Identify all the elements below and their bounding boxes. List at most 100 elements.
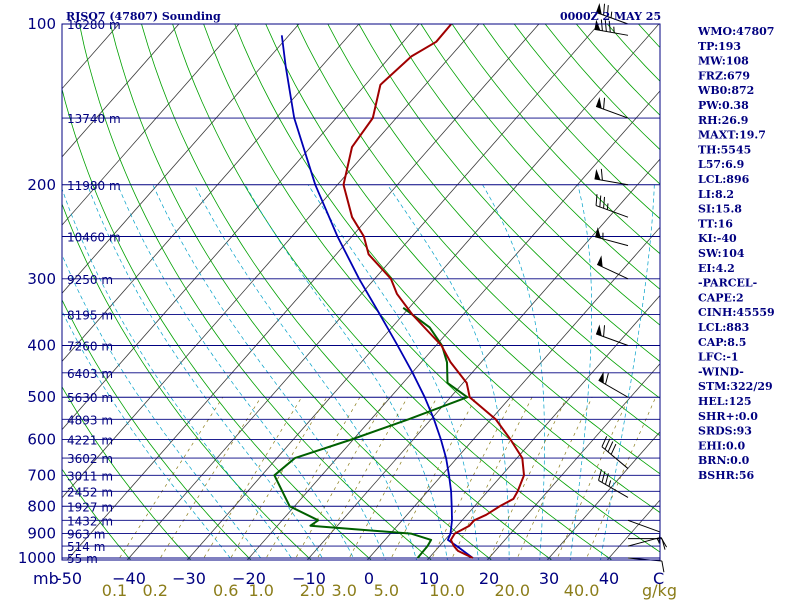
barb-staff [595, 11, 629, 25]
barb-full [606, 5, 609, 17]
dry-adiabat-line [296, 24, 660, 437]
barb-full [603, 97, 606, 110]
mixing-ratio-tick-label: 5.0 [374, 581, 399, 600]
isotherm-line [366, 226, 660, 560]
pressure-label: 800 [27, 497, 56, 515]
barb-flag [596, 324, 602, 336]
mixing-ratio-line [347, 397, 438, 560]
wind-barb [627, 519, 661, 544]
mixing-ratio-tick-label: 0.1 [102, 581, 127, 600]
mixing-ratio-line [585, 397, 657, 560]
mixing-ratio-tick-label: 2.0 [300, 581, 325, 600]
index-item: SI:15.8 [698, 203, 742, 216]
temperature-unit-label: C [653, 569, 664, 588]
isotherm-line [62, 24, 480, 499]
temperature-tick-label: -50 [56, 569, 82, 588]
index-item: WMO:47807 [697, 25, 774, 38]
wind-barb [595, 2, 629, 25]
chart-time: 0000Z 2 MAY 25 [560, 10, 661, 23]
barb-full [608, 20, 611, 33]
moist-adiabat-line [152, 184, 386, 560]
mixing-ratio-tick-label: 1.0 [248, 581, 273, 600]
barb-staff [598, 479, 629, 498]
dry-adiabat-line [482, 24, 660, 220]
index-item: TH:5545 [698, 143, 751, 156]
barb-full [599, 195, 602, 207]
isotherm-line [62, 24, 420, 431]
dry-adiabat-line [110, 24, 493, 560]
wind-barbs [594, 2, 668, 573]
moist-adiabat-line [600, 184, 655, 560]
index-item: RH:26.9 [698, 114, 748, 127]
temperature-tick-label: −10 [292, 569, 326, 588]
height-label: 4221 m [67, 434, 113, 448]
barb-staff [595, 205, 629, 218]
barb-full [595, 194, 598, 206]
barb-staff [595, 105, 629, 119]
height-label: 963 m [67, 528, 105, 542]
dry-adiabat-line [62, 386, 192, 560]
barb-full [661, 560, 665, 573]
height-label: 3011 m [67, 469, 113, 483]
index-item: CINH:45559 [698, 306, 775, 319]
dry-adiabat-line [203, 24, 660, 553]
temperature-tick-label: 10 [419, 569, 439, 588]
wind-barb [598, 371, 629, 398]
temperature-tick-label: −30 [172, 569, 206, 588]
isotherm-line [62, 24, 300, 294]
barb-half [608, 480, 612, 487]
height-label: 9250 m [67, 273, 113, 287]
chart-title: RJSO7 (47807) Sounding [66, 10, 221, 23]
dry-adiabat-line [141, 24, 553, 560]
index-item: FRZ:679 [698, 69, 750, 82]
height-label: 6403 m [67, 367, 113, 381]
barb-half [610, 11, 613, 18]
mixing-ratio-tick-label: 0.2 [143, 581, 168, 600]
dry-adiabat-line [513, 24, 660, 185]
index-item: BSHR:56 [698, 469, 754, 482]
isotherm-line [66, 24, 540, 560]
isotherm-line [62, 24, 180, 158]
wind-barb [594, 19, 629, 36]
moist-adiabat-line [62, 187, 294, 560]
wind-barb [601, 436, 629, 469]
index-item: -WIND- [698, 365, 744, 378]
isotherm-line [246, 90, 660, 560]
barb-half [606, 203, 609, 210]
moist-adiabat-line [117, 184, 355, 560]
wind-barb [595, 227, 629, 247]
barb-flag [594, 168, 601, 180]
barb-flag [596, 2, 602, 15]
mixing-ratio-line [229, 397, 328, 560]
index-item: LI:8.2 [698, 188, 734, 201]
wind-barb [596, 255, 629, 280]
barb-staff [627, 519, 661, 533]
isotherm-line [0, 12, 9, 569]
moist-adiabat-line [387, 184, 510, 560]
mixing-ratio-tick-label: 3.0 [332, 581, 357, 600]
barb-full [603, 325, 606, 337]
mixing-ratio-line [516, 397, 593, 560]
index-item: MAXT:19.7 [698, 129, 766, 142]
dry-adiabat-line [327, 24, 660, 399]
moist-adiabat-line [62, 310, 233, 560]
index-item: WB0:872 [697, 84, 754, 97]
barb-staff [598, 379, 629, 398]
mixing-ratio-line [389, 397, 477, 560]
mixing-ratio-line [450, 397, 533, 560]
wind-barb [595, 97, 629, 119]
dry-adiabat-line [172, 24, 613, 560]
height-label: 11980 m [67, 179, 121, 193]
height-label: 13740 m [67, 112, 121, 126]
height-label: 5630 m [67, 391, 113, 405]
mixing-ratio-line [488, 397, 568, 560]
moist-adiabat-line [87, 184, 325, 560]
mixing-ratio-line [117, 397, 224, 560]
isotherm-line [546, 431, 660, 560]
temperature-tick-label: −40 [112, 569, 146, 588]
height-label: 2452 m [67, 485, 113, 499]
temperature-line [342, 24, 525, 559]
dry-adiabat-line [265, 24, 660, 475]
isotherm-line [126, 24, 600, 560]
